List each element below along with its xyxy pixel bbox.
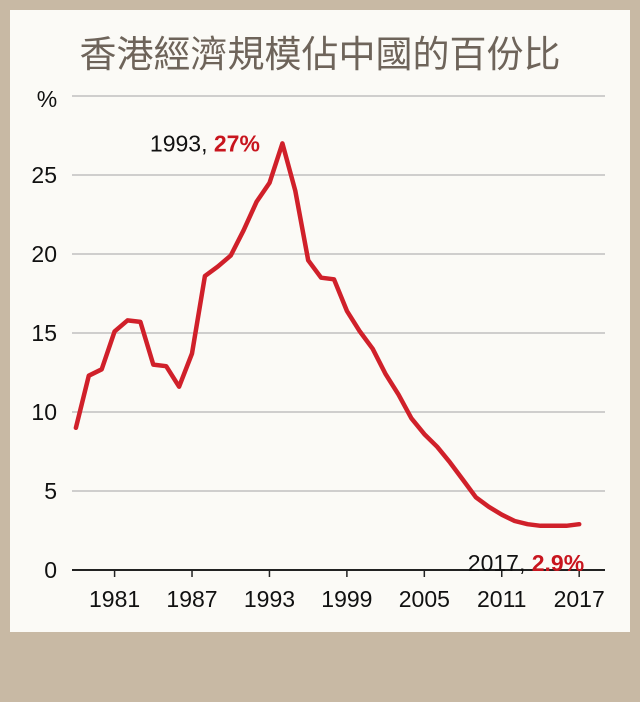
x-tick-label: 1993 [244, 586, 295, 612]
y-tick-label: 5 [44, 478, 57, 504]
x-tick-label: 1999 [321, 586, 372, 612]
series-line [73, 141, 582, 529]
y-tick-label: 15 [31, 320, 57, 346]
x-tick-label: 2017 [554, 586, 605, 612]
chart-title: 香港經濟規模佔中國的百份比 [80, 33, 561, 76]
series-layer [73, 141, 582, 529]
y-tick-label: 10 [31, 399, 57, 425]
y-tick-labels: 0 5 10 15 20 25 [31, 162, 57, 583]
peak-annotation-year: 1993, [150, 130, 214, 156]
x-tick-label: 1981 [89, 586, 140, 612]
peak-annotation: 1993, 27% [150, 130, 260, 156]
annotations: 1993, 27% 2017, 2.9% [150, 130, 584, 576]
x-tick-labels: 1981 1987 1993 1999 2005 2011 2017 [89, 570, 605, 612]
latest-annotation-value: 2.9% [532, 550, 584, 576]
y-tick-label: 25 [31, 162, 57, 188]
latest-annotation-year: 2017, [468, 550, 532, 576]
x-tick-label: 1987 [166, 586, 217, 612]
gridlines [72, 95, 605, 492]
y-tick-label: 20 [31, 241, 57, 267]
y-tick-label: 0 [44, 557, 57, 583]
y-axis-unit-label: % [37, 86, 57, 112]
chart-card: 香港經濟規模佔中國的百份比 % 0 5 10 15 20 25 1981 1987 1993 1… [10, 10, 630, 632]
peak-annotation-value: 27% [214, 130, 260, 156]
latest-annotation: 2017, 2.9% [468, 550, 584, 576]
x-tick-label: 2011 [477, 586, 526, 612]
x-tick-label: 2005 [399, 586, 450, 612]
